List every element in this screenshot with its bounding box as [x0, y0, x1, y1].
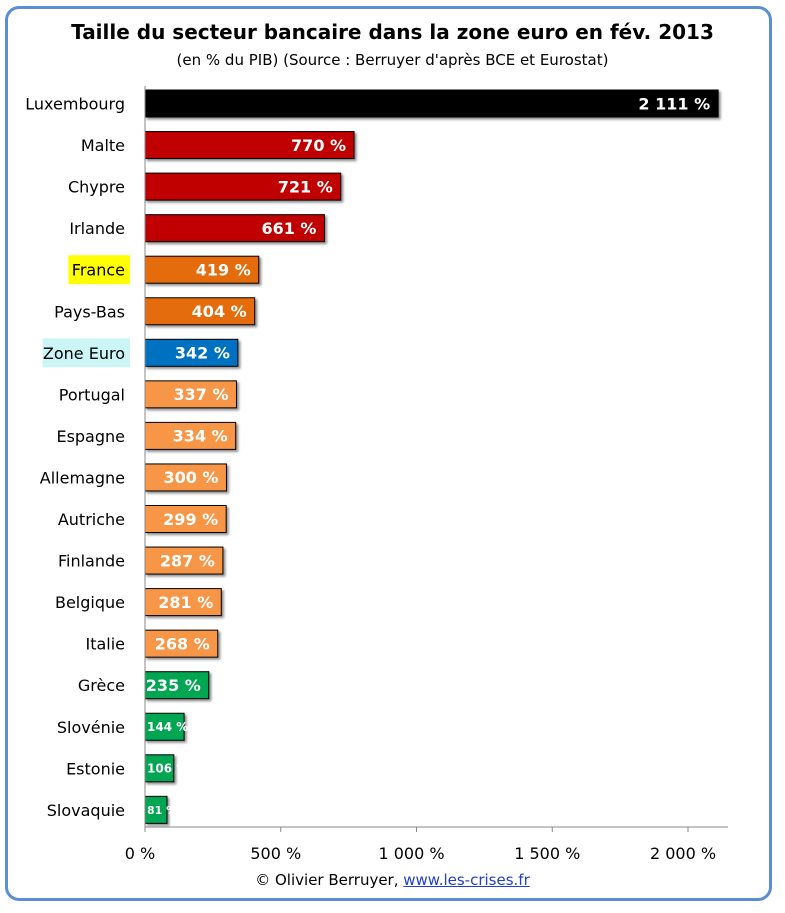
x-tick-label: 1 500 % — [514, 844, 580, 863]
footer-credit: © Olivier Berruyer, www.les-crises.fr — [0, 871, 785, 889]
bar — [144, 131, 355, 160]
category-label: France — [72, 261, 125, 280]
category-label: Pays-Bas — [54, 302, 125, 321]
label-highlight — [68, 255, 130, 285]
category-label: Irlande — [69, 219, 125, 238]
bar — [144, 255, 260, 284]
value-label: 721 % — [278, 177, 333, 196]
value-label: 419 % — [196, 260, 251, 279]
x-tick-label: 1 000 % — [378, 844, 444, 863]
value-label: 337 % — [173, 385, 228, 404]
value-label: 81 % — [147, 804, 177, 817]
bar — [144, 546, 224, 575]
value-label: 334 % — [173, 427, 228, 446]
bar — [144, 297, 256, 326]
bar — [144, 588, 222, 617]
category-label: Slovénie — [57, 718, 125, 737]
bar — [144, 505, 227, 533]
value-label: 2 111 % — [638, 94, 710, 113]
category-label: Allemagne — [40, 468, 125, 487]
value-label: 144 % — [147, 720, 188, 734]
x-tick-label: 0 % — [125, 844, 155, 863]
bar — [144, 754, 175, 783]
value-label: 404 % — [192, 302, 247, 321]
value-label: 770 % — [291, 136, 346, 155]
category-label: Estonie — [66, 759, 125, 778]
bar — [144, 89, 719, 118]
credit-text: © Olivier Berruyer, — [255, 871, 404, 889]
chart-frame — [5, 6, 772, 901]
value-label: 281 % — [158, 593, 213, 612]
x-tick-label: 500 % — [250, 844, 301, 863]
value-label: 300 % — [163, 468, 218, 487]
category-label: Portugal — [59, 385, 125, 404]
category-label: Zone Euro — [43, 344, 125, 363]
category-label: Belgique — [55, 593, 125, 612]
category-label: Autriche — [58, 510, 125, 529]
category-label: Luxembourg — [25, 95, 125, 114]
category-label: Malte — [81, 136, 125, 155]
value-label: 106 % — [147, 762, 188, 776]
chart-subtitle: (en % du PIB) (Source : Berruyer d'après… — [176, 51, 609, 69]
website-link[interactable]: www.les-crises.fr — [403, 871, 530, 889]
category-label: Finlande — [58, 552, 125, 571]
value-label: 342 % — [175, 344, 230, 363]
bar — [144, 214, 325, 243]
value-label: 287 % — [160, 551, 215, 570]
value-label: 661 % — [261, 219, 316, 238]
category-label: Grèce — [78, 676, 125, 695]
category-label: Chypre — [68, 178, 125, 197]
bar — [144, 463, 227, 492]
category-label: Italie — [85, 635, 125, 654]
x-tick-label: 2 000 % — [650, 844, 716, 863]
chart-title: Taille du secteur bancaire dans la zone … — [71, 20, 714, 44]
label-highlight — [42, 338, 130, 368]
value-label: 299 % — [163, 510, 218, 529]
bar — [144, 712, 185, 741]
bar — [144, 338, 239, 367]
bar — [144, 421, 237, 450]
value-label: 268 % — [155, 634, 210, 653]
bar — [144, 380, 237, 409]
category-label: Slovaquie — [47, 801, 125, 820]
category-label: Espagne — [56, 427, 125, 446]
value-label: 235 % — [146, 676, 201, 695]
